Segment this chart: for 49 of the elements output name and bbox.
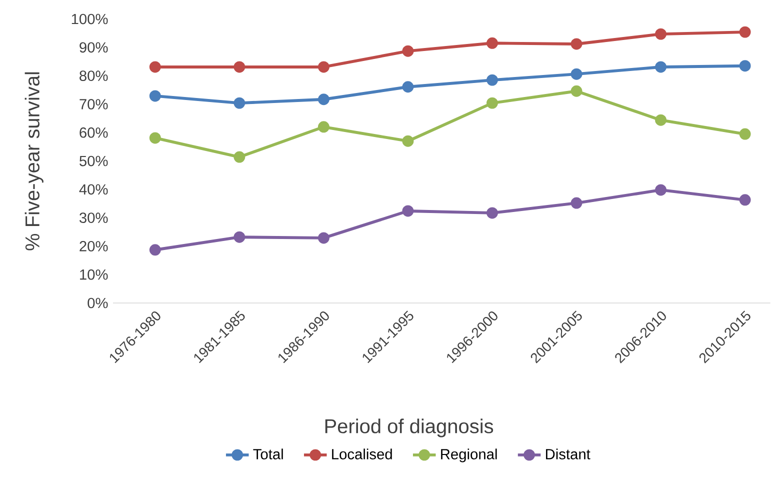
point bbox=[234, 151, 246, 163]
y-tick-label: 10% bbox=[80, 269, 108, 280]
point bbox=[402, 205, 414, 217]
point bbox=[318, 121, 330, 133]
point bbox=[486, 37, 498, 49]
point bbox=[234, 61, 246, 73]
point bbox=[149, 90, 161, 102]
point bbox=[402, 81, 414, 93]
y-tick-label: 60% bbox=[80, 127, 108, 138]
point bbox=[486, 207, 498, 219]
x-axis-title: Period of diagnosis bbox=[325, 418, 494, 438]
point bbox=[655, 114, 667, 126]
point bbox=[318, 232, 330, 244]
point bbox=[570, 197, 582, 209]
y-tick-label: 0% bbox=[88, 298, 108, 308]
y-tick-label: 80% bbox=[80, 70, 108, 81]
legend-label: Total bbox=[253, 448, 283, 460]
y-tick-label: 90% bbox=[80, 42, 108, 53]
point bbox=[739, 60, 751, 72]
point bbox=[149, 244, 161, 256]
point bbox=[149, 132, 161, 144]
point bbox=[402, 45, 414, 57]
point bbox=[149, 61, 161, 73]
y-axis-title: % Five-year survival bbox=[24, 72, 44, 250]
point bbox=[739, 26, 751, 38]
point bbox=[318, 61, 330, 73]
y-tick-label: 40% bbox=[79, 184, 108, 195]
point bbox=[739, 194, 751, 206]
point bbox=[570, 85, 582, 97]
y-tick-label: 70% bbox=[80, 99, 108, 110]
y-tick-label: 20% bbox=[80, 241, 108, 252]
y-tick-label: 50% bbox=[80, 156, 108, 166]
point bbox=[486, 74, 498, 86]
point bbox=[318, 94, 330, 106]
y-tick-label: 100% bbox=[72, 14, 108, 24]
point bbox=[234, 97, 246, 109]
legend-label: Localised bbox=[332, 448, 392, 460]
point bbox=[402, 135, 414, 147]
point bbox=[655, 61, 667, 73]
legend-label: Regional bbox=[441, 448, 497, 462]
point bbox=[234, 231, 246, 243]
point bbox=[486, 97, 498, 109]
legend-label: Distant bbox=[546, 448, 590, 460]
point bbox=[739, 128, 751, 140]
point bbox=[655, 184, 667, 196]
point bbox=[570, 38, 582, 50]
point bbox=[655, 28, 667, 40]
point bbox=[570, 68, 582, 80]
y-tick-label: 30% bbox=[80, 212, 108, 223]
